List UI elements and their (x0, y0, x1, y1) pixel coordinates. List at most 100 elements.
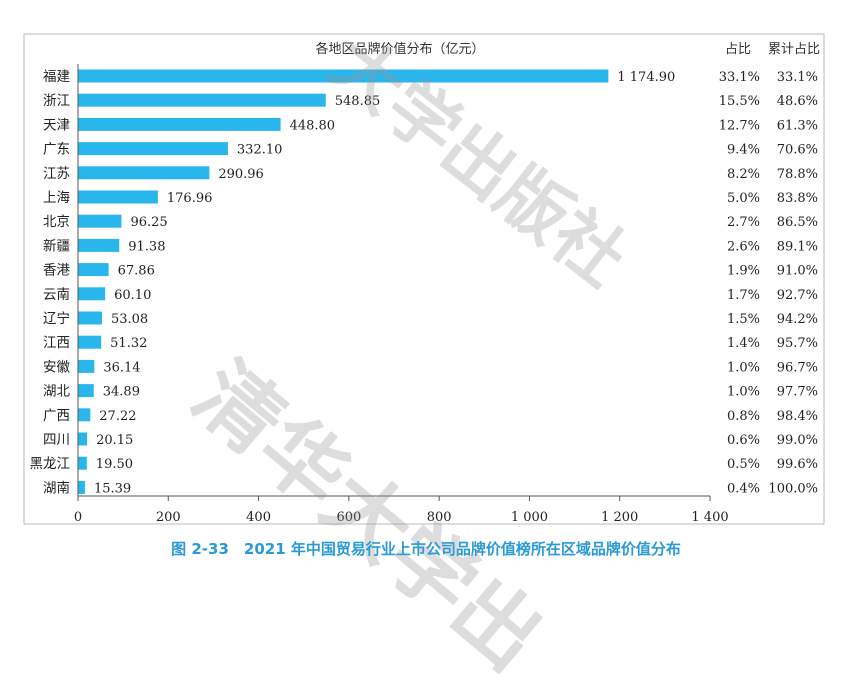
share-value: 0.6% (727, 433, 760, 448)
share-value: 1.4% (727, 336, 760, 351)
bar (78, 142, 228, 156)
bar-value-label: 332.10 (237, 143, 283, 158)
chart-title: 各地区品牌价值分布（亿元） (315, 41, 484, 57)
bar-value-label: 60.10 (114, 288, 151, 303)
x-tick-label: 200 (156, 510, 181, 525)
cumulative-value: 33.1% (777, 70, 818, 85)
bar (78, 190, 158, 204)
bar-value-label: 34.89 (103, 385, 140, 400)
x-tick-label: 600 (336, 510, 361, 525)
category-label: 江苏 (43, 166, 70, 182)
bar (78, 311, 102, 325)
cumulative-value: 94.2% (777, 312, 818, 327)
cumulative-header: 累计占比 (768, 42, 820, 57)
x-tick-label: 1 200 (601, 510, 638, 525)
bar-value-label: 176.96 (167, 191, 213, 206)
cumulative-value: 61.3% (777, 118, 818, 133)
share-value: 5.0% (727, 191, 760, 206)
bar-value-label: 36.14 (103, 360, 140, 375)
category-label: 天津 (43, 117, 70, 133)
bar (78, 117, 281, 131)
category-label: 上海 (43, 190, 70, 206)
cumulative-value: 48.6% (777, 94, 818, 109)
category-label: 浙江 (43, 93, 70, 109)
share-value: 2.7% (727, 215, 760, 230)
bar (78, 69, 609, 83)
bar (78, 384, 94, 398)
category-label: 香港 (43, 263, 70, 279)
cumulative-value: 70.6% (777, 143, 818, 158)
chart-frame (23, 33, 825, 525)
bar (78, 456, 87, 470)
bar (78, 214, 122, 228)
bar-value-label: 51.32 (110, 336, 147, 351)
cumulative-value: 89.1% (777, 239, 818, 254)
category-label: 湖北 (43, 384, 70, 400)
bar-value-label: 548.85 (335, 94, 381, 109)
bar-value-label: 53.08 (111, 312, 148, 327)
bar (78, 263, 109, 277)
bar-value-label: 27.22 (99, 409, 136, 424)
category-label: 广东 (43, 142, 70, 158)
category-label: 安徽 (43, 359, 70, 375)
bar-value-label: 1 174.90 (617, 70, 675, 85)
category-label: 四川 (43, 432, 70, 448)
share-value: 15.5% (719, 94, 760, 109)
share-value: 1.0% (727, 385, 760, 400)
share-value: 12.7% (719, 118, 760, 133)
share-value: 1.0% (727, 360, 760, 375)
bar-value-label: 290.96 (218, 167, 264, 182)
bar-value-label: 96.25 (130, 215, 167, 230)
category-label: 广西 (43, 408, 70, 424)
share-value: 0.8% (727, 409, 760, 424)
cumulative-value: 99.0% (777, 433, 818, 448)
category-label: 辽宁 (43, 310, 70, 327)
share-value: 9.4% (727, 143, 760, 158)
x-tick-label: 1 000 (511, 510, 548, 525)
share-value: 8.2% (727, 167, 760, 182)
bar (78, 335, 102, 349)
bar (78, 93, 326, 107)
x-tick-label: 1 400 (691, 510, 728, 525)
category-label: 江西 (43, 335, 70, 351)
figure-caption: 图 2-33 2021 年中国贸易行业上市公司品牌价值榜所在区域品牌价值分布 (171, 540, 681, 558)
cumulative-value: 97.7% (777, 385, 818, 400)
x-tick-label: 400 (246, 510, 271, 525)
share-value: 0.4% (727, 481, 760, 496)
x-tick-label: 800 (427, 510, 452, 525)
cumulative-value: 100.0% (768, 481, 818, 496)
share-header: 占比 (725, 42, 751, 57)
cumulative-value: 91.0% (777, 264, 818, 279)
cumulative-value: 98.4% (777, 409, 818, 424)
share-value: 1.9% (727, 264, 760, 279)
bar (78, 359, 95, 373)
bar (78, 408, 91, 422)
share-value: 1.7% (727, 288, 760, 303)
bar (78, 432, 88, 446)
category-label: 新疆 (43, 238, 70, 254)
bar (78, 480, 85, 494)
category-label: 福建 (43, 69, 70, 85)
share-value: 2.6% (727, 239, 760, 254)
bar-value-label: 448.80 (290, 118, 336, 133)
cumulative-value: 96.7% (777, 360, 818, 375)
bar-value-label: 20.15 (96, 433, 133, 448)
bar-value-label: 67.86 (118, 264, 155, 279)
cumulative-value: 95.7% (777, 336, 818, 351)
bar (78, 287, 106, 301)
bar-value-label: 91.38 (128, 239, 165, 254)
bar (78, 166, 210, 180)
category-label: 湖南 (43, 480, 70, 496)
category-label: 北京 (43, 214, 70, 230)
cumulative-value: 83.8% (777, 191, 818, 206)
share-value: 1.5% (727, 312, 760, 327)
cumulative-value: 99.6% (777, 457, 818, 472)
bar (78, 238, 120, 252)
category-label: 云南 (43, 287, 70, 303)
x-tick-label: 0 (74, 510, 82, 525)
category-label: 黑龙江 (30, 456, 71, 472)
share-value: 0.5% (727, 457, 760, 472)
cumulative-value: 78.8% (777, 167, 818, 182)
share-value: 33.1% (719, 70, 760, 85)
